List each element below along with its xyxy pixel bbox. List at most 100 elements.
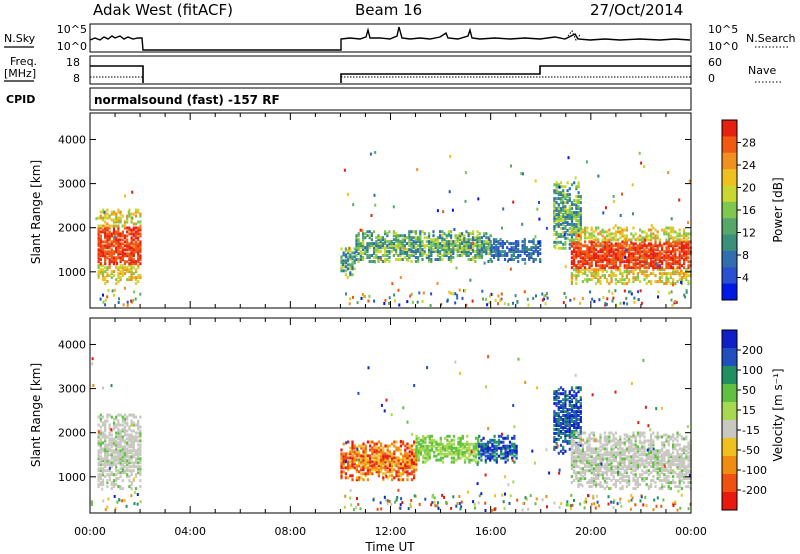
echo-cell [592,234,595,238]
echo-cell [472,246,475,250]
echo-cell [619,242,622,246]
echo-cell [573,246,576,250]
echo-cell [612,459,615,463]
echo-cell [117,429,120,433]
echo-cell [570,463,573,467]
echo-cell [643,445,646,449]
echo-cell [656,254,659,258]
echo-cell [384,242,387,246]
echo-cell [674,262,677,266]
echo-cell [108,214,111,218]
echo-cell [99,236,102,240]
echo-cell [408,446,411,450]
echo-cell [614,224,617,228]
echo-cell [134,268,138,272]
echo-cell [132,234,135,238]
echo-cell [606,230,609,234]
echo-cell [404,464,407,468]
echo-cell [472,256,475,259]
echo-cell [636,485,639,489]
echo-cell [639,439,642,443]
echo-cell [458,250,461,254]
echo-cell [117,246,120,250]
echo-cell [499,242,502,246]
echo-cell [492,246,496,250]
echo-cell [588,256,591,260]
echo-cell [588,250,591,254]
echo-cell [483,250,486,254]
echo-cell [577,183,580,187]
echo-cell [399,448,402,452]
echo-cell [652,252,655,256]
echo-cell [562,215,565,218]
echo-cell [472,454,475,458]
echo-cell [121,250,124,254]
echo-cell [504,436,507,440]
echo-cell [557,388,560,392]
echo-cell [665,240,668,244]
echo-cell [570,429,574,433]
echo-cell [353,247,356,251]
echo-cell [121,256,124,260]
echo-cell [645,244,648,248]
echo-cell [545,226,548,230]
echo-cell [99,250,102,254]
echo-cell [555,209,558,212]
echo-cell [391,454,394,458]
echo-cell [687,242,690,246]
echo-cell [132,429,135,433]
echo-cell [106,419,109,423]
echo-cell [584,469,587,473]
echo-cell [639,463,642,467]
echo-cell [139,240,142,244]
echo-cell [610,461,613,465]
echo-cell [678,260,681,264]
echo-cell [439,458,442,462]
echo-cell [110,244,113,248]
echo-cell [628,477,631,481]
echo-cell [667,469,670,473]
echo-cell [457,440,460,444]
echo-cell [421,300,424,303]
echo-cell [119,260,122,264]
echo-cell [472,258,475,261]
echo-cell [489,454,492,458]
echo-cell [97,483,100,487]
echo-cell [678,274,681,278]
echo-cell [126,449,129,453]
echo-cell [126,248,129,252]
echo-cell [577,418,580,421]
echo-cell [623,270,626,274]
echo-cell [119,232,122,236]
echo-cell [532,260,535,263]
echo-cell [555,437,558,441]
echo-cell [577,443,580,447]
echo-cell [562,426,565,429]
echo-cell [564,226,567,230]
echo-cell [101,250,105,254]
echo-cell [371,472,374,476]
echo-cell [553,232,556,236]
echo-cell [667,258,670,262]
echo-cell [486,450,490,454]
echo-cell [458,242,461,246]
echo-cell [121,214,124,218]
echo-cell [663,459,666,463]
echo-cell [139,254,142,258]
echo-cell [130,457,133,461]
echo-cell [588,485,591,489]
echo-cell [97,441,100,445]
echo-cell [362,448,365,452]
echo-cell [570,274,573,278]
echo-cell [564,420,567,423]
echo-cell [115,425,118,429]
echo-cell [373,444,376,448]
echo-cell [358,464,361,468]
echo-cell [630,471,633,475]
echo-cell [403,246,406,250]
echo-cell [592,276,595,280]
echo-cell [514,242,518,246]
echo-cell [621,232,624,236]
echo-cell [382,478,385,482]
echo-cell [592,483,595,487]
